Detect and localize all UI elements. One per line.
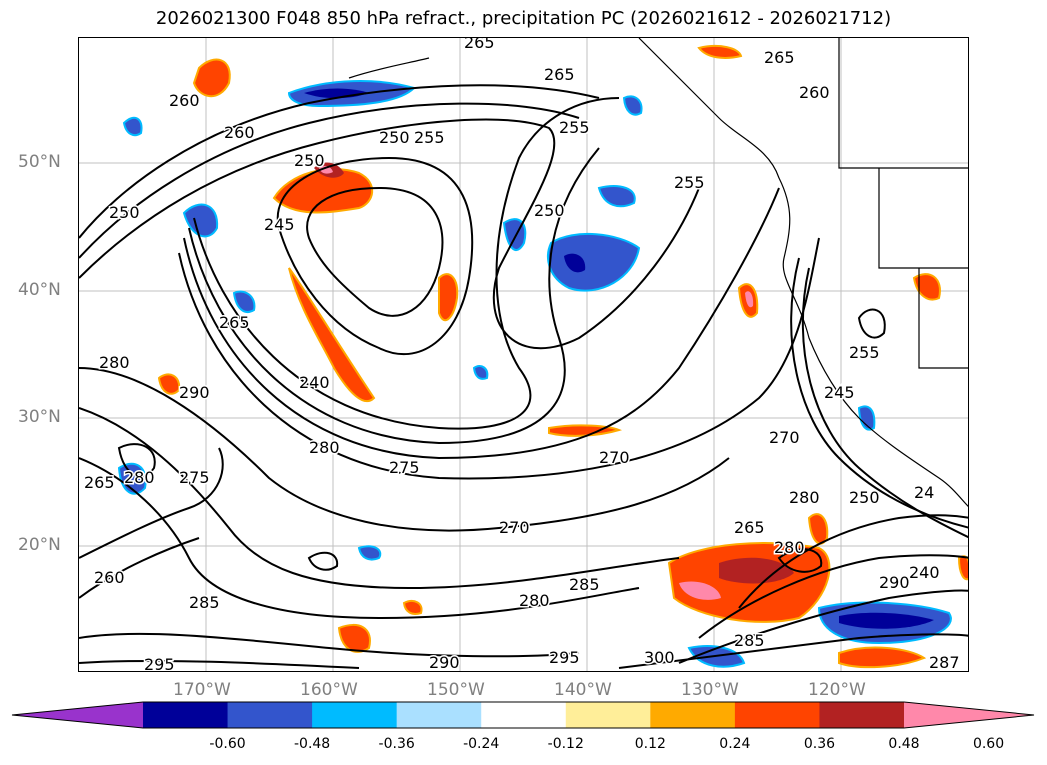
colorbar-bin xyxy=(312,702,398,728)
map-canvas: 265 260 250 255 260 250 255 265 265 260 … xyxy=(79,38,968,672)
colorbar-bin xyxy=(481,702,567,728)
contour-label: 260 xyxy=(224,123,255,142)
contour-label: 290 xyxy=(179,383,210,402)
contour-label: 285 xyxy=(569,575,600,594)
colorbar-tick-label: 0.12 xyxy=(634,736,666,752)
contour-label: 285 xyxy=(189,593,220,612)
contour-label: 290 xyxy=(429,653,460,672)
contour-label: 250 xyxy=(294,151,325,170)
contour-label: 295 xyxy=(549,648,580,667)
colorbar-tick-label: 0.36 xyxy=(803,736,836,752)
contour-label: 250 xyxy=(849,488,880,507)
colorbar-tick-label: -0.36 xyxy=(378,736,415,752)
contour-label: 265 xyxy=(544,65,575,84)
contour-label: 260 xyxy=(94,568,125,587)
lon-label-170w: 170°W xyxy=(173,680,231,700)
contour-label: 240 xyxy=(299,373,330,392)
lon-label-150w: 150°W xyxy=(427,680,485,700)
contour-label: 250 xyxy=(534,201,565,220)
contour-label: 260 xyxy=(799,83,830,102)
contour-label: 270 xyxy=(499,518,530,537)
contour-lines xyxy=(79,84,968,669)
colorbar-extend-low xyxy=(12,702,143,728)
colorbar-bin xyxy=(396,702,482,728)
lat-label-30n: 30°N xyxy=(18,407,61,427)
contour-label: 280 xyxy=(774,538,805,557)
lat-label-40n: 40°N xyxy=(18,280,61,300)
colorbar-bin xyxy=(650,702,736,728)
contour-label: 280 xyxy=(789,488,820,507)
contour-label: 245 xyxy=(824,383,855,402)
contour-label: 300 xyxy=(644,648,675,667)
contour-label: 255 xyxy=(849,343,880,362)
colorbar-tick-label: -0.60 xyxy=(209,736,246,752)
colorbar-tick-label: -0.12 xyxy=(547,736,584,752)
contour-label: 290 xyxy=(879,573,910,592)
contour-label: 260 xyxy=(169,91,200,110)
colorbar-bin xyxy=(819,702,905,728)
colorbar-bins xyxy=(12,702,1034,728)
colorbar-tick-label: -0.24 xyxy=(463,736,500,752)
coastlines xyxy=(348,38,968,507)
contour-label: 265 xyxy=(464,38,495,52)
colorbar-bin xyxy=(143,702,229,728)
contour-label: 265 xyxy=(84,473,115,492)
contour-label: 255 xyxy=(674,173,705,192)
contour-label: 265 xyxy=(764,48,795,67)
contour-label: 280 xyxy=(99,353,130,372)
lat-label-50n: 50°N xyxy=(18,152,61,172)
colorbar-bin xyxy=(227,702,313,728)
contour-label: 270 xyxy=(769,428,800,447)
colorbar-tick-label: 0.24 xyxy=(719,736,751,752)
contour-label: 240 xyxy=(909,563,940,582)
contour-label: 250 xyxy=(379,128,410,147)
contour-label: 280 xyxy=(309,438,340,457)
colorbar-bin xyxy=(565,702,651,728)
contour-label: 280 xyxy=(124,468,155,487)
lon-label-160w: 160°W xyxy=(300,680,358,700)
contour-label: 287 xyxy=(929,653,960,672)
contour-label: 280 xyxy=(519,591,550,610)
contour-label: 250 xyxy=(109,203,140,222)
colorbar-tick-label: -0.48 xyxy=(293,736,331,752)
colorbar-tick-label: 0.48 xyxy=(888,736,920,752)
map-title: 2026021300 F048 850 hPa refract., precip… xyxy=(155,8,892,29)
contour-label: 270 xyxy=(599,448,630,467)
contour-label: 265 xyxy=(734,518,765,537)
lon-label-130w: 130°W xyxy=(681,680,739,700)
contour-label: 275 xyxy=(389,458,420,477)
colorbar-tick-label: 0.60 xyxy=(972,736,1005,752)
contour-label: 265 xyxy=(219,313,250,332)
gridlines xyxy=(79,38,968,671)
colorbar-bin xyxy=(734,702,820,728)
contour-label: 24 xyxy=(914,483,934,502)
map-panel: 265 260 250 255 260 250 255 265 265 260 … xyxy=(78,37,969,672)
lon-label-140w: 140°W xyxy=(554,680,612,700)
contour-label: 245 xyxy=(264,215,295,234)
colorbar xyxy=(11,701,1035,729)
contour-label: 255 xyxy=(414,128,445,147)
colorbar-extend-high xyxy=(904,702,1034,728)
contour-label: 295 xyxy=(144,655,175,672)
contour-labels: 265 260 250 255 260 250 255 265 265 260 … xyxy=(83,38,962,672)
precip-negative xyxy=(117,80,952,668)
lon-label-120w: 120°W xyxy=(808,680,866,700)
lat-label-20n: 20°N xyxy=(18,535,61,555)
contour-label: 285 xyxy=(734,631,765,650)
contour-label: 275 xyxy=(179,468,210,487)
contour-label: 255 xyxy=(559,118,590,137)
